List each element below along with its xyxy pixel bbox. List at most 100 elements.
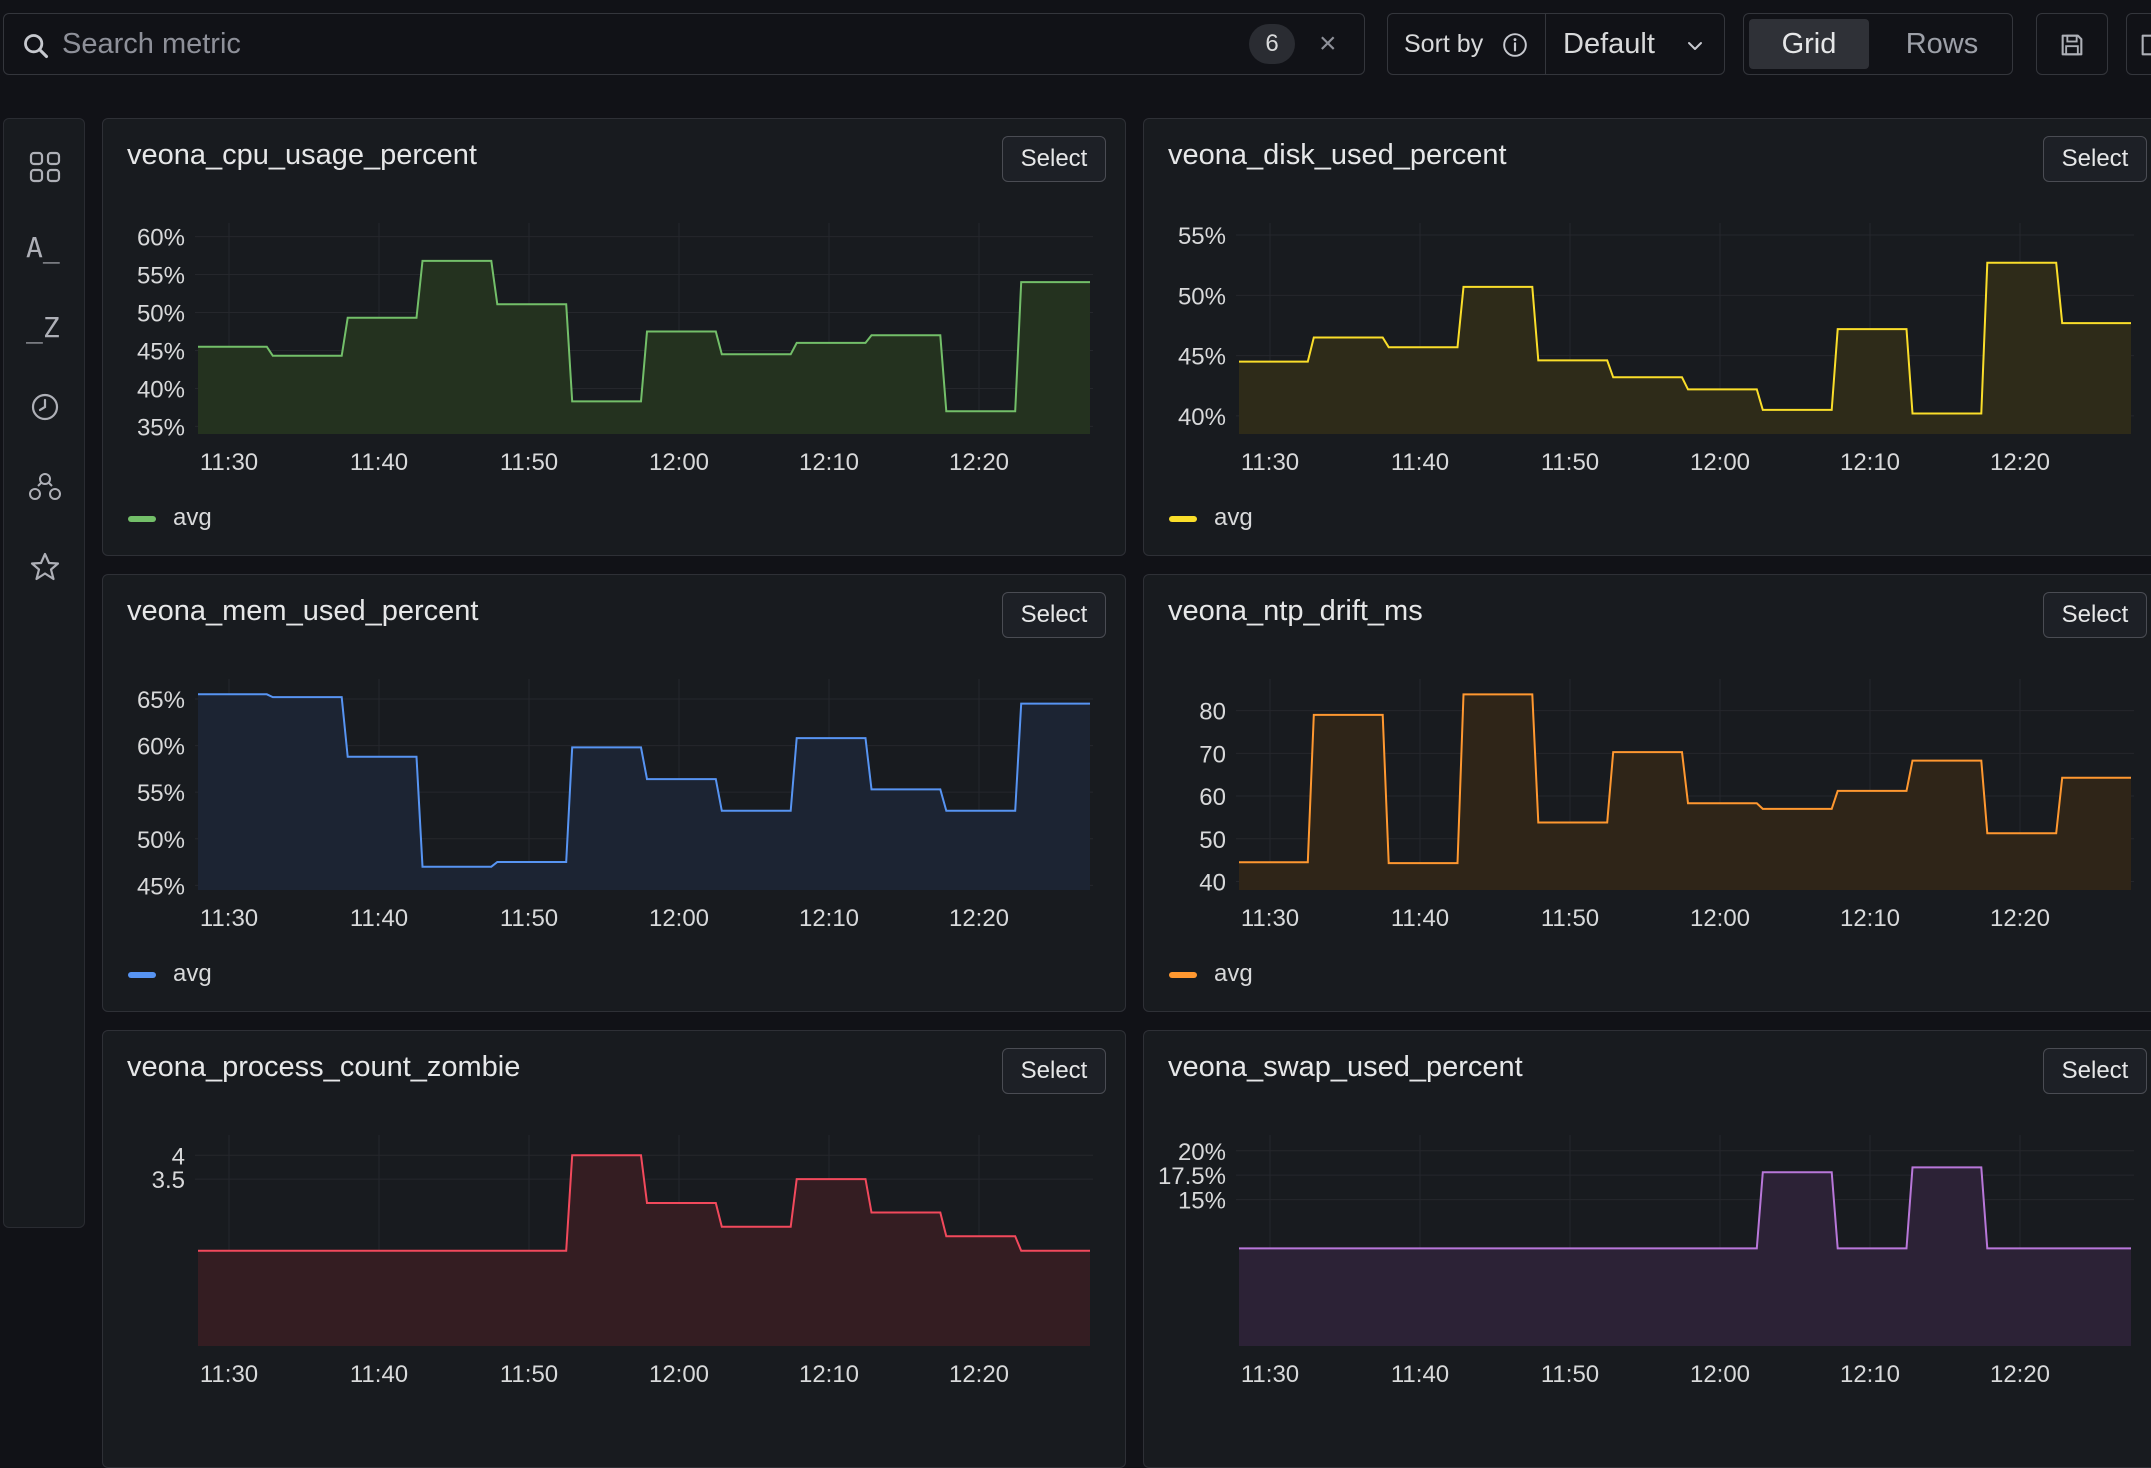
search-icon xyxy=(24,34,49,59)
panel-title: veona_cpu_usage_percent xyxy=(127,139,477,171)
x-tick-label: 11:40 xyxy=(350,905,408,932)
y-tick-label: 15% xyxy=(1178,1188,1226,1215)
y-tick-label: 60% xyxy=(137,225,185,252)
clock-icon[interactable] xyxy=(25,387,65,427)
legend-swatch xyxy=(128,516,156,522)
line-chart: 11:30 11:40 11:50 12:00 12:10 12:20 35% 40% 45% 5… xyxy=(137,223,1093,476)
x-tick-label: 11:40 xyxy=(350,449,408,476)
y-tick-label: 17.5% xyxy=(1158,1163,1226,1190)
info-icon[interactable] xyxy=(1502,32,1528,58)
x-tick-label: 11:50 xyxy=(500,905,558,932)
legend-label: avg xyxy=(1214,504,1253,531)
x-tick-label: 11:30 xyxy=(200,905,258,932)
metric-panel: veona_mem_used_percent Select 11:30 11:40… xyxy=(102,574,1126,1012)
x-tick-label: 12:20 xyxy=(949,1361,1009,1388)
star-icon[interactable] xyxy=(25,547,65,587)
x-tick-label: 12:10 xyxy=(799,1361,859,1388)
y-tick-label: 45% xyxy=(137,873,185,900)
panel-title: veona_disk_used_percent xyxy=(1168,139,1507,171)
x-tick-label: 12:10 xyxy=(799,905,859,932)
y-tick-label: 40 xyxy=(1199,869,1226,896)
sort-za-icon[interactable]: _Z xyxy=(26,311,60,344)
x-tick-label: 11:30 xyxy=(1241,905,1299,932)
series-area xyxy=(1239,262,2131,434)
metric-panel: veona_ntp_drift_ms Select 11:30 11:40 11:5… xyxy=(1143,574,2151,1012)
clear-search-icon[interactable]: × xyxy=(1319,27,1337,60)
y-tick-label: 3.5 xyxy=(152,1167,185,1194)
line-chart: 11:30 11:40 11:50 12:00 12:10 12:20 45% 50% 55% 6… xyxy=(137,679,1093,932)
select-button[interactable]: Select xyxy=(1002,1048,1106,1094)
x-tick-label: 12:10 xyxy=(1840,449,1900,476)
x-tick-label: 12:00 xyxy=(649,1361,709,1388)
series-line xyxy=(1239,693,2131,865)
y-tick-label: 45% xyxy=(1178,344,1226,371)
x-tick-label: 11:30 xyxy=(200,449,258,476)
x-tick-label: 12:10 xyxy=(1840,1361,1900,1388)
panel-title: veona_ntp_drift_ms xyxy=(1168,595,1423,627)
y-tick-label: 45% xyxy=(137,338,185,365)
x-tick-label: 11:50 xyxy=(500,1361,558,1388)
metric-panel: veona_process_count_zombie Select 11:30 1… xyxy=(102,1030,1126,1468)
line-chart: 11:30 11:40 11:50 12:00 12:10 12:20 40 50 60 70 80 xyxy=(1199,679,2134,932)
x-tick-label: 12:20 xyxy=(949,905,1009,932)
legend-label: avg xyxy=(173,504,212,531)
y-tick-label: 60 xyxy=(1199,784,1226,811)
x-tick-label: 12:10 xyxy=(1840,905,1900,932)
groups-icon[interactable] xyxy=(25,467,65,507)
metric-panel: veona_cpu_usage_percent Select 11:30 11:4… xyxy=(102,118,1126,556)
panel-title: veona_process_count_zombie xyxy=(127,1051,521,1083)
y-tick-label: 35% xyxy=(137,414,185,441)
sort-by-label: Sort by xyxy=(1404,30,1484,58)
metric-panel: veona_disk_used_percent Select 11:30 11:4… xyxy=(1143,118,2151,556)
series-line xyxy=(198,259,1090,413)
legend-swatch xyxy=(128,972,156,978)
sort-az-icon[interactable]: A_ xyxy=(26,231,60,264)
x-tick-label: 12:00 xyxy=(1690,1361,1750,1388)
open-saved-button[interactable] xyxy=(2126,13,2151,75)
x-tick-label: 12:00 xyxy=(649,449,709,476)
select-button[interactable]: Select xyxy=(2043,592,2147,638)
chevron-down-icon[interactable] xyxy=(1685,36,1705,56)
select-button[interactable]: Select xyxy=(1002,136,1106,182)
save-button[interactable] xyxy=(2036,13,2108,75)
y-tick-label: 50% xyxy=(1178,283,1226,310)
save-icon xyxy=(2061,34,2083,56)
x-tick-label: 11:50 xyxy=(1541,1361,1599,1388)
folder-icon xyxy=(2141,34,2151,56)
x-tick-label: 11:40 xyxy=(1391,449,1449,476)
divider xyxy=(1545,14,1546,74)
x-tick-label: 12:10 xyxy=(799,449,859,476)
line-chart: 11:30 11:40 11:50 12:00 12:10 12:20 40% 45% 50% 5… xyxy=(1178,223,2134,476)
y-tick-label: 50% xyxy=(137,827,185,854)
series-line xyxy=(198,693,1090,868)
rows-view-button[interactable]: Rows xyxy=(1905,28,1979,60)
line-chart: 11:30 11:40 11:50 12:00 12:10 12:20 43.5 xyxy=(152,1135,1093,1388)
x-tick-label: 11:30 xyxy=(200,1361,258,1388)
x-tick-label: 12:00 xyxy=(1690,905,1750,932)
x-tick-label: 11:40 xyxy=(1391,1361,1449,1388)
grid-view-button[interactable]: Grid xyxy=(1749,19,1869,69)
select-button[interactable]: Select xyxy=(2043,1048,2147,1094)
y-tick-label: 50% xyxy=(137,301,185,328)
panel-title: veona_swap_used_percent xyxy=(1168,1051,1523,1083)
legend-swatch xyxy=(1169,972,1197,978)
x-tick-label: 11:40 xyxy=(350,1361,408,1388)
x-tick-label: 11:50 xyxy=(500,449,558,476)
series-area xyxy=(1239,1167,2131,1346)
select-button[interactable]: Select xyxy=(1002,592,1106,638)
sidebar: A_ _Z xyxy=(3,118,85,1228)
y-tick-label: 50 xyxy=(1199,827,1226,854)
y-tick-label: 20% xyxy=(1178,1139,1226,1166)
select-button[interactable]: Select xyxy=(2043,136,2147,182)
search-input[interactable]: Search metric xyxy=(62,28,241,60)
series-area xyxy=(1239,694,2131,890)
x-tick-label: 11:40 xyxy=(1391,905,1449,932)
x-tick-label: 12:20 xyxy=(949,449,1009,476)
y-tick-label: 65% xyxy=(137,687,185,714)
x-tick-label: 12:00 xyxy=(1690,449,1750,476)
series-area xyxy=(198,260,1090,434)
grid-icon[interactable] xyxy=(25,147,65,187)
sort-select[interactable]: Default xyxy=(1563,28,1655,60)
search-field[interactable]: Search metric 6 × xyxy=(3,13,1365,75)
toolbar: Search metric 6 × Sort by Default Grid R… xyxy=(0,0,2151,90)
